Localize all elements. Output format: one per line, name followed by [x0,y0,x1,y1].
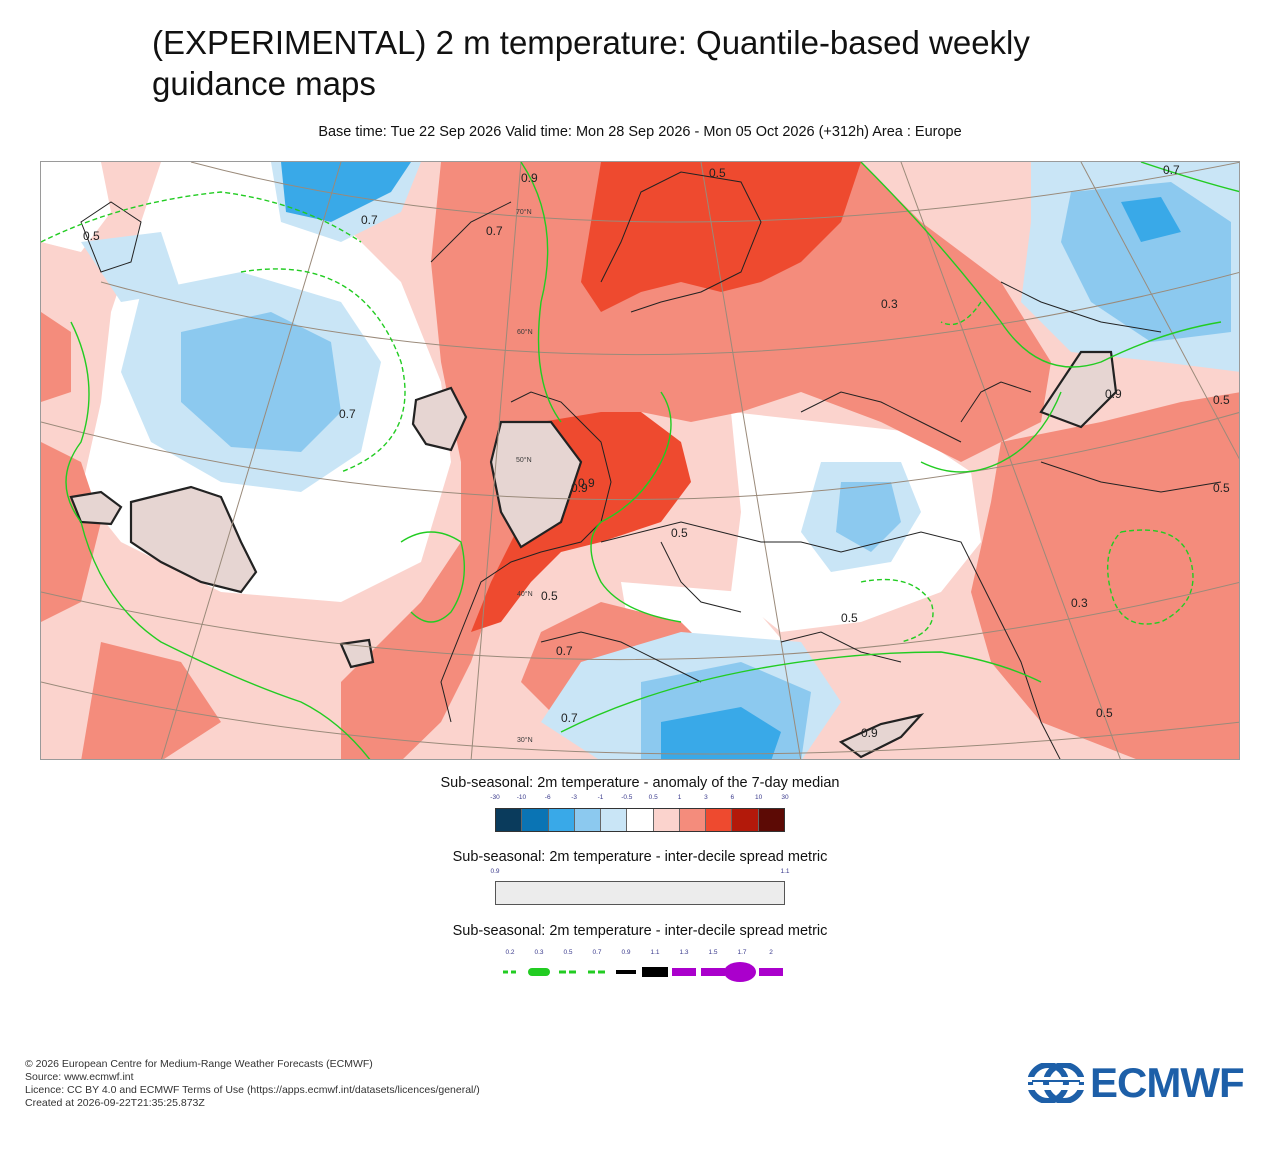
anomaly-tick: -10 [516,794,527,801]
anomaly-color-swatch [627,809,654,831]
line-tick: 0.7 [592,949,602,956]
latitude-label: 50°N [516,456,532,464]
latitude-label: 70°N [516,208,532,216]
line-tick: 1.7 [737,949,747,956]
anomaly-tick: 30 [781,794,789,801]
latitude-label: 40°N [517,590,533,598]
anomaly-color-swatch [548,809,575,831]
graticule-lines [41,162,1239,759]
footer: © 2026 European Centre for Medium-Range … [25,1058,480,1110]
page-title: (EXPERIMENTAL) 2 m temperature: Quantile… [152,24,1030,102]
ecmwf-logo-text: ECMWF [1090,1059,1245,1106]
spread-legend-title: Sub-seasonal: 2m temperature - inter-dec… [452,849,828,865]
line-tick: 0.3 [534,949,544,956]
line-key-1.3 [672,968,696,976]
anomaly-color-swatch [679,809,707,831]
line-tick: 1.3 [679,949,689,956]
anomaly-color-swatch [653,809,680,831]
source-line: Source: www.ecmwf.int [25,1071,134,1083]
anomaly-color-swatch [574,809,602,831]
anomaly-tick: -0.5 [621,794,633,801]
line-key-1.5 [701,968,725,976]
anomaly-tick: -3 [571,794,577,801]
contour-label: 0.7 [361,213,378,227]
anomaly-color-swatch [706,809,733,831]
line-tick: 2 [769,949,773,956]
contour-label: 0.5 [1096,706,1113,720]
green-contours [41,162,1239,759]
anomaly-tick: 3 [704,794,708,801]
line-key-2 [759,968,783,976]
contour-label: 0.5 [1213,393,1230,407]
contour-label: 0.5 [1213,481,1230,495]
line-key-0.3 [528,968,550,976]
contour-label: 0.7 [556,644,573,658]
coastlines [80,171,1222,759]
contour-label: 0.7 [486,224,503,238]
forecast-map: 0.5 0.7 0.7 0.9 0.5 0.7 0.3 0.7 0.9 0.5 … [40,161,1240,760]
contour-label: 0.5 [83,229,100,243]
anomaly-legend-title: Sub-seasonal: 2m temperature - anomaly o… [440,775,840,791]
map-subtitle: Base time: Tue 22 Sep 2026 Valid time: M… [318,124,962,140]
anomaly-color-swatch [758,809,784,831]
spread-metric-areas [69,350,1118,759]
line-tick: 0.5 [563,949,573,956]
contour-label: 0.9 [1105,387,1122,401]
anomaly-colorbar [495,808,785,832]
anomaly-color-swatch [522,809,549,831]
licence-line: Licence: CC BY 4.0 and ECMWF Terms of Us… [25,1084,480,1096]
contour-label: 0.7 [561,711,578,725]
line-key-1.1 [642,967,668,977]
latitude-label-group: 70°N 60°N 50°N 40°N 30°N [516,208,533,744]
anomaly-tick: 10 [754,794,763,801]
line-tick: 1.5 [708,949,718,956]
spread-colorbar [495,881,785,905]
anomaly-tick: -30 [490,794,500,801]
latitude-label: 60°N [517,328,533,336]
line-tick: 1.1 [650,949,660,956]
lines-legend-title: Sub-seasonal: 2m temperature - inter-dec… [452,923,828,939]
anomaly-color-swatch [496,809,523,831]
contour-label-group: 0.5 0.7 0.7 0.9 0.5 0.7 0.3 0.7 0.9 0.5 … [83,163,1230,740]
ecmwf-logo: ECMWF [1028,1059,1258,1106]
anomaly-color-swatch [732,809,759,831]
copyright-line: © 2026 European Centre for Medium-Range … [25,1058,373,1070]
anomaly-tick: 0.5 [648,794,658,801]
line-tick: 0.9 [621,949,631,956]
contour-label: 0.9 [861,726,878,740]
contour-label: 0.5 [841,611,858,625]
contour-label: 0.7 [339,407,356,421]
contour-line-key [503,962,783,982]
contour-label: 0.9 [521,171,538,185]
created-line: Created at 2026-09-22T21:35:25.873Z [25,1097,205,1109]
anomaly-color-swatch [601,809,628,831]
spread-tick: 0.9 [490,868,500,875]
spread-tick: 1.1 [780,868,790,875]
contour-label: 0.5 [671,526,688,540]
line-tick: 0.2 [505,949,515,956]
contour-label: 0.5 [541,589,558,603]
anomaly-tick: 1 [677,794,682,801]
ecmwf-logo-icon [1028,1063,1084,1103]
anomaly-tick: -1 [597,794,604,801]
contour-label: 0.3 [881,297,898,311]
line-key-1.7 [724,962,756,982]
contour-label: 0.5 [709,166,726,180]
contour-label: 0.7 [1163,163,1180,177]
contour-label: 0.9 [571,481,588,495]
strong-warm-regions [471,162,861,632]
latitude-label: 30°N [517,736,533,744]
strong-cold-regions [281,162,1181,759]
contour-label: 0.9 [578,476,595,490]
anomaly-tick: 6 [730,794,735,801]
contour-label: 0.3 [1071,596,1088,610]
anomaly-tick: -6 [544,794,551,801]
